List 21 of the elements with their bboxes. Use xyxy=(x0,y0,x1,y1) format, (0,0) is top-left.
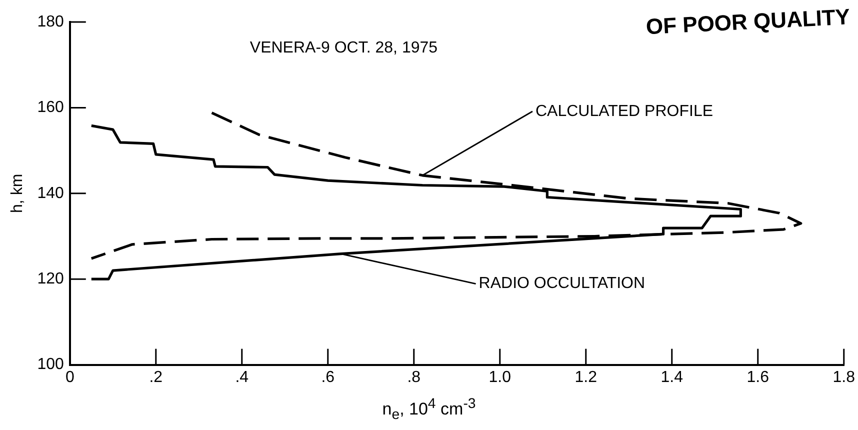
y-tick-label: 120 xyxy=(37,270,64,288)
x-tick-label: 1.6 xyxy=(746,368,770,386)
x-tick-label: 1.4 xyxy=(660,368,684,386)
x-tick-label: .4 xyxy=(235,368,249,386)
x-tick-label: 1.0 xyxy=(488,368,512,386)
x-tick-label: .2 xyxy=(149,368,163,386)
x-tick-label: 1.8 xyxy=(832,368,856,386)
y-axis-title: h, km xyxy=(9,174,26,213)
y-tick-label: 100 xyxy=(37,356,64,374)
series-label: RADIO OCCULTATION xyxy=(478,275,646,292)
x-tick-label: 1.2 xyxy=(574,368,598,386)
x-tick-label: 0 xyxy=(65,368,74,386)
x-tick-label: .6 xyxy=(321,368,335,386)
annotation: OF POOR QUALITY xyxy=(645,4,851,40)
x-axis-title: n$_{e}$, 10$^{4}$ cm$^{-3}$ xyxy=(381,396,477,424)
y-tick-label: 140 xyxy=(37,184,64,202)
y-tick-label: 180 xyxy=(37,13,64,30)
text: CALCULATED PROFILE xyxy=(535,102,714,120)
y-tick-label: 160 xyxy=(37,99,64,116)
x-tick-label: .8 xyxy=(407,368,421,386)
annotation: VENERA-9 OCT. 28, 1975 xyxy=(250,39,438,56)
